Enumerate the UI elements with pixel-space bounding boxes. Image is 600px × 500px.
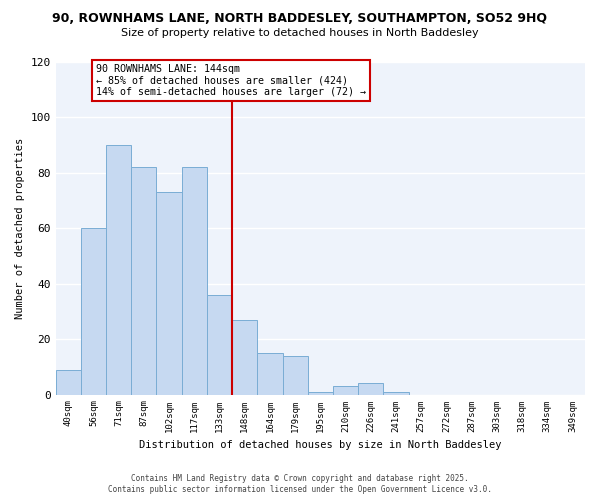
X-axis label: Distribution of detached houses by size in North Baddesley: Distribution of detached houses by size …	[139, 440, 502, 450]
Bar	[182, 167, 207, 394]
Bar	[257, 353, 283, 395]
Bar	[81, 228, 106, 394]
Text: 90, ROWNHAMS LANE, NORTH BADDESLEY, SOUTHAMPTON, SO52 9HQ: 90, ROWNHAMS LANE, NORTH BADDESLEY, SOUT…	[53, 12, 548, 26]
Bar	[308, 392, 333, 394]
Y-axis label: Number of detached properties: Number of detached properties	[15, 138, 25, 318]
Bar	[56, 370, 81, 394]
Bar	[207, 294, 232, 394]
Text: 90 ROWNHAMS LANE: 144sqm
← 85% of detached houses are smaller (424)
14% of semi-: 90 ROWNHAMS LANE: 144sqm ← 85% of detach…	[96, 64, 366, 98]
Text: Contains HM Land Registry data © Crown copyright and database right 2025.
Contai: Contains HM Land Registry data © Crown c…	[108, 474, 492, 494]
Bar	[157, 192, 182, 394]
Bar	[358, 384, 383, 394]
Bar	[232, 320, 257, 394]
Text: Size of property relative to detached houses in North Baddesley: Size of property relative to detached ho…	[121, 28, 479, 38]
Bar	[106, 145, 131, 394]
Bar	[383, 392, 409, 394]
Bar	[333, 386, 358, 394]
Bar	[283, 356, 308, 395]
Bar	[131, 167, 157, 394]
